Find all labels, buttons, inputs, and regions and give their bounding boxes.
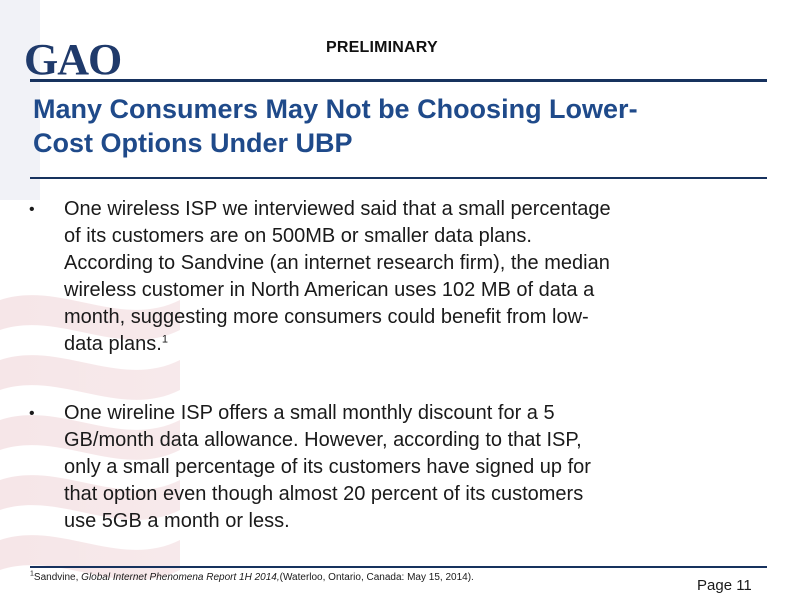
logo-text: GAO: [24, 35, 122, 84]
bullet-line: month, suggesting more consumers could b…: [64, 306, 589, 328]
bullet-line: data plans.: [64, 333, 162, 355]
bullet-line: One wireless ISP we interviewed said tha…: [64, 198, 611, 220]
bullet-line: of its customers are on 500MB or smaller…: [64, 225, 532, 247]
title-divider: [30, 177, 767, 179]
bullet-line-last: data plans.1: [64, 331, 779, 358]
bullet-line: that option even though almost 20 percen…: [64, 483, 584, 505]
bullet-text: One wireline ISP offers a small monthly …: [64, 400, 779, 535]
footnote-ref: 1: [161, 333, 168, 346]
page-number: Page 11: [697, 577, 752, 594]
bullet-text: One wireless ISP we interviewed said tha…: [64, 196, 779, 358]
bullet-line: GB/month data allowance. However, accord…: [64, 429, 582, 451]
footer-divider: [30, 566, 767, 568]
footnote-suffix: (Waterloo, Ontario, Canada: May 15, 2014…: [279, 572, 474, 583]
top-divider: [30, 79, 767, 82]
bullet-line: only a small percentage of its customers…: [64, 456, 591, 478]
bullet-line: wireless customer in North American uses…: [64, 279, 595, 301]
footnote-report-title: Global Internet Phenomena Report 1H 2014…: [81, 572, 280, 583]
bullet-marker: •: [29, 405, 35, 422]
slide-title: Many Consumers May Not be Choosing Lower…: [33, 92, 773, 160]
title-line-2: Cost Options Under UBP: [33, 128, 353, 158]
preliminary-label: PRELIMINARY: [326, 39, 438, 56]
footnote-number: 1: [30, 570, 34, 578]
footnote-prefix: Sandvine,: [33, 572, 82, 583]
title-line-1: Many Consumers May Not be Choosing Lower…: [33, 94, 638, 124]
bullet-line: One wireline ISP offers a small monthly …: [64, 402, 555, 424]
gao-logo: GAO: [24, 38, 136, 82]
bullet-line: use 5GB a month or less.: [64, 510, 290, 532]
bullet-marker: •: [29, 201, 35, 218]
footnote: 1Sandvine, Global Internet Phenomena Rep…: [30, 571, 630, 585]
bullet-line: According to Sandvine (an internet resea…: [64, 252, 610, 274]
